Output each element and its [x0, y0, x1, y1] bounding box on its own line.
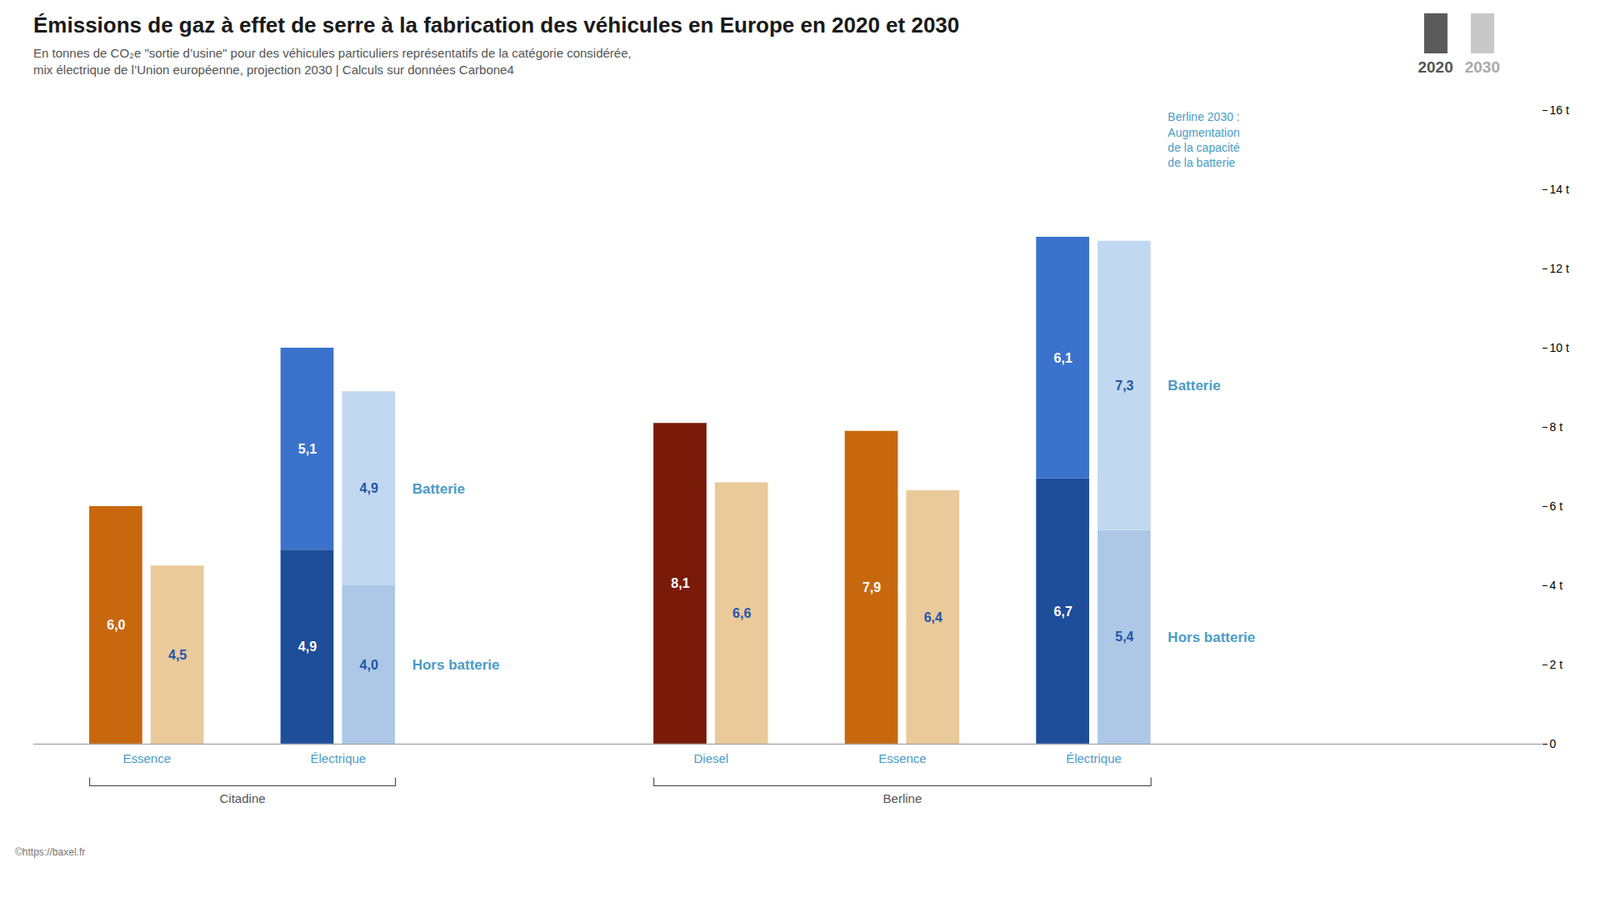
svg-text:6,1: 6,1 — [1054, 350, 1073, 365]
svg-text:6 t: 6 t — [1550, 499, 1564, 513]
svg-text:10 t: 10 t — [1550, 340, 1570, 355]
svg-text:Hors batterie: Hors batterie — [1167, 629, 1255, 645]
html-text:2020: 2020 — [1417, 58, 1454, 76]
svg-text:8,1: 8,1 — [670, 575, 690, 590]
svg-text:14 t: 14 t — [1550, 182, 1570, 196]
html-text:Émissions de gaz à effet de se: Émissions de gaz à effet de serre à la f… — [33, 12, 960, 38]
svg-text:8 t: 8 t — [1550, 420, 1564, 434]
html-text:©https://baxel.fr: ©https://baxel.fr — [15, 845, 86, 858]
svg-text:12 t: 12 t — [1550, 261, 1570, 275]
svg-text:Essence: Essence — [878, 750, 927, 765]
svg-text:Batterie: Batterie — [412, 480, 465, 497]
svg-text:6,4: 6,4 — [924, 610, 943, 625]
svg-text:4 t: 4 t — [1550, 578, 1564, 592]
svg-text:Berline 2030 :Augmentationde l: Berline 2030 :Augmentationde la capacité… — [1167, 110, 1240, 170]
svg-text:16 t: 16 t — [1550, 103, 1570, 117]
svg-text:5,1: 5,1 — [298, 441, 317, 456]
svg-text:6,0: 6,0 — [106, 617, 125, 632]
svg-text:Batterie: Batterie — [1167, 377, 1220, 394]
svg-text:4,9: 4,9 — [360, 480, 379, 495]
svg-text:5,4: 5,4 — [1115, 629, 1134, 644]
svg-text:Électrique: Électrique — [310, 750, 367, 765]
svg-text:Citadine: Citadine — [220, 790, 266, 805]
svg-text:6,7: 6,7 — [1054, 603, 1073, 618]
svg-text:4,5: 4,5 — [168, 647, 187, 662]
html-text:mix électrique de l’Union euro: mix électrique de l’Union européenne, pr… — [33, 62, 514, 77]
svg-text:7,9: 7,9 — [862, 580, 881, 595]
svg-text:2 t: 2 t — [1550, 657, 1564, 671]
svg-text:4,0: 4,0 — [360, 657, 379, 672]
svg-text:Hors batterie: Hors batterie — [412, 656, 500, 673]
svg-text:4,9: 4,9 — [298, 639, 317, 654]
svg-text:7,3: 7,3 — [1115, 378, 1134, 393]
svg-text:0: 0 — [1550, 736, 1557, 750]
svg-text:Électrique: Électrique — [1065, 750, 1122, 765]
svg-text:Diesel: Diesel — [693, 750, 729, 765]
svg-text:Essence: Essence — [122, 750, 171, 765]
html-text:En tonnes de CO₂e "sortie d’us: En tonnes de CO₂e "sortie d’usine" pour … — [33, 45, 632, 60]
svg-text:Berline: Berline — [883, 790, 923, 805]
svg-text:6,6: 6,6 — [732, 605, 751, 620]
html-text:2030: 2030 — [1464, 58, 1500, 76]
